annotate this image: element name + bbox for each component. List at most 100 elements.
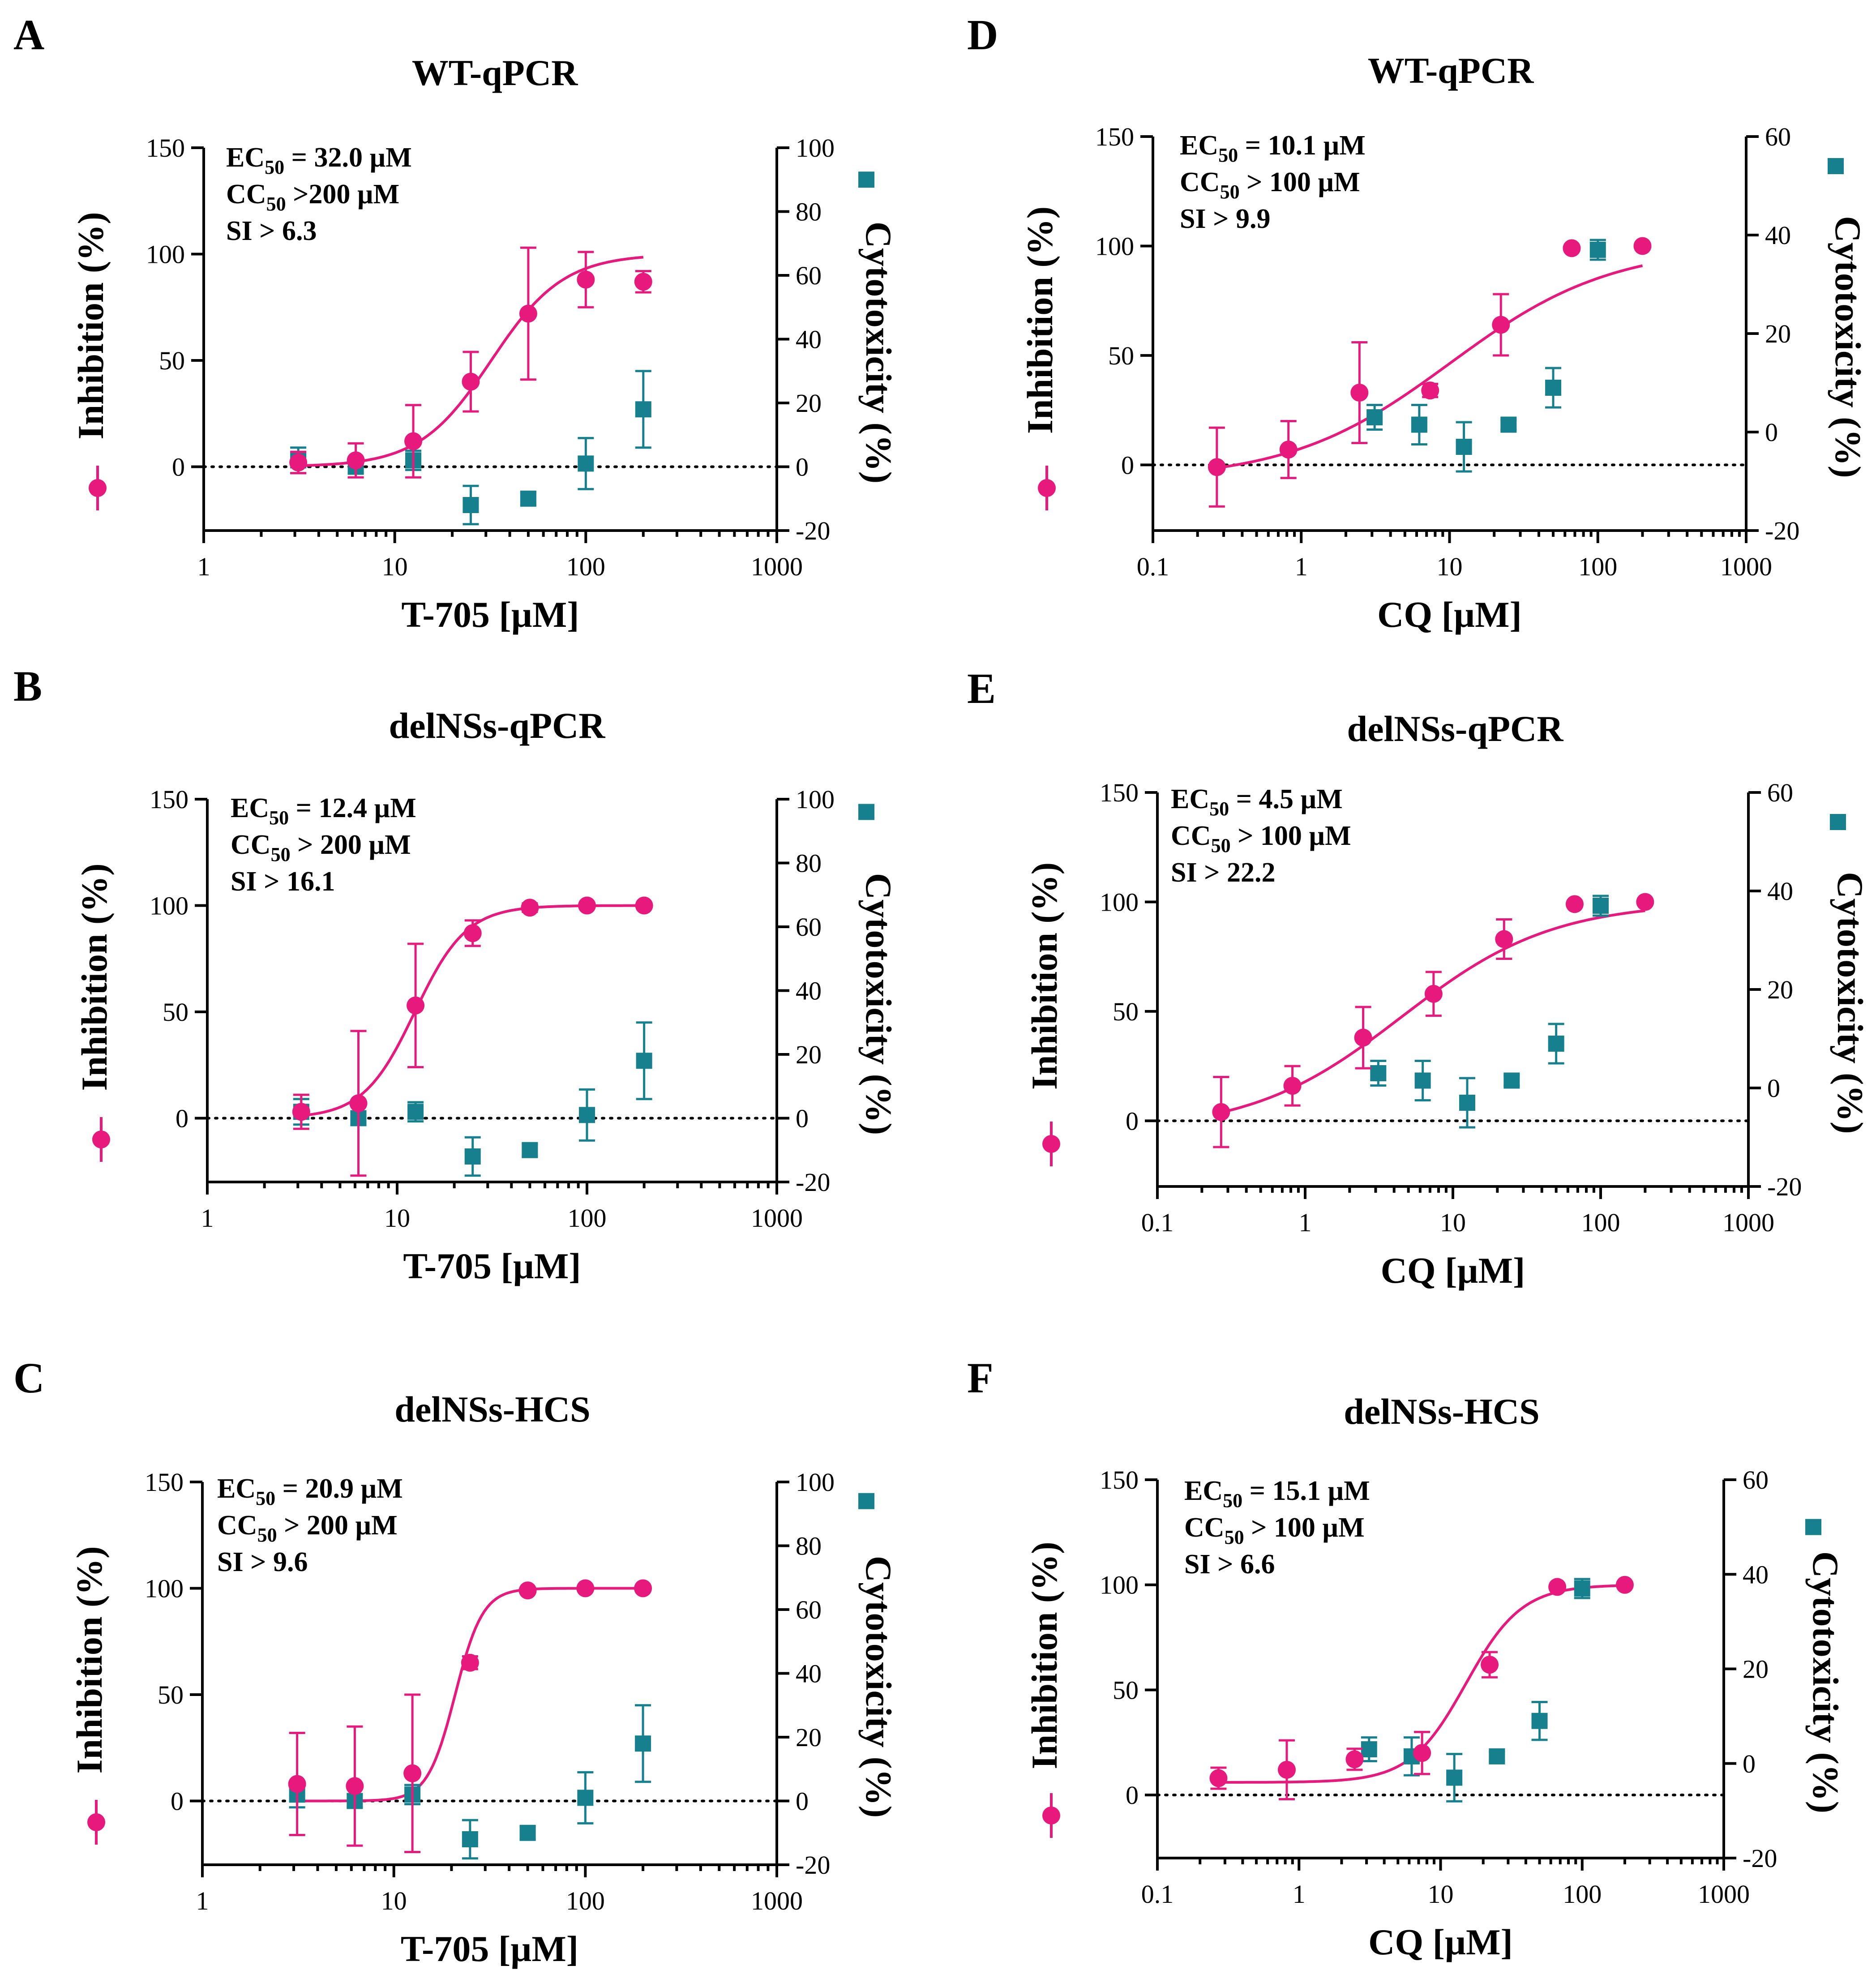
- ec50-value: = 15.1 µM: [1242, 1476, 1370, 1506]
- panel-letter: F: [967, 1354, 994, 1402]
- panel-letter: C: [13, 1354, 44, 1402]
- x-axis-label: CQ [µM]: [1381, 1250, 1525, 1291]
- x-axis-label: CQ [µM]: [1377, 594, 1522, 635]
- x-tick-label: 10: [1440, 1208, 1466, 1237]
- ec50-value: = 10.1 µM: [1238, 130, 1366, 161]
- inhibition-point: [1481, 1656, 1499, 1674]
- x-tick-label: 10: [382, 552, 408, 581]
- left-tick-label: 50: [1108, 341, 1134, 370]
- cytotoxicity-point: [463, 497, 479, 513]
- cc50-annotation: CC50 > 100 µM: [1171, 821, 1351, 856]
- right-tick-label: 60: [1743, 1465, 1769, 1495]
- inhibition-point: [634, 273, 652, 291]
- cytotoxicity-point: [1531, 1713, 1548, 1729]
- right-tick-label: 20: [1767, 975, 1793, 1004]
- ec50-label: EC: [1180, 130, 1218, 161]
- x-axis-label: T-705 [µM]: [403, 1246, 581, 1286]
- cytotoxicity-point: [407, 1104, 424, 1120]
- x-tick-label: 1: [201, 1203, 214, 1233]
- cytotoxicity-point: [1500, 416, 1517, 433]
- cytotoxicity-legend-marker: [1830, 814, 1846, 830]
- left-tick-label: 0: [1126, 1781, 1139, 1810]
- ec50-annotation: EC50 = 32.0 µM: [226, 142, 412, 178]
- right-tick-label: 40: [1743, 1560, 1769, 1589]
- inhibition-point: [1615, 1576, 1634, 1594]
- left-tick-label: 150: [1095, 122, 1134, 151]
- x-tick-label: 10: [1428, 1880, 1454, 1909]
- left-tick-label: 0: [176, 1104, 188, 1133]
- cytotoxicity-point: [635, 1735, 651, 1752]
- cc50-subscript: 50: [1211, 835, 1231, 856]
- left-tick-label: 100: [1095, 231, 1134, 261]
- inhibition-point: [292, 1103, 310, 1121]
- x-tick-label: 1000: [751, 1886, 803, 1915]
- si-annotation: SI > 6.6: [1184, 1549, 1275, 1580]
- inhibition-point: [576, 1579, 595, 1597]
- ec50-label: EC: [226, 142, 265, 173]
- inhibition-point: [519, 304, 537, 323]
- si-annotation: SI > 16.1: [231, 866, 335, 897]
- inhibition-point: [349, 1094, 368, 1113]
- right-y-axis-label: Cytotoxicity (%): [858, 222, 899, 484]
- cytotoxicity-point: [1545, 380, 1562, 396]
- si-annotation: SI > 6.3: [226, 216, 317, 246]
- cytotoxicity-point: [1489, 1748, 1505, 1764]
- inhibition-point: [1208, 458, 1226, 476]
- left-tick-label: 50: [158, 1680, 184, 1709]
- cc50-subscript: 50: [266, 193, 286, 215]
- right-tick-label: 40: [796, 325, 822, 354]
- inhibition-point: [1413, 1744, 1431, 1762]
- left-tick-label: 150: [1100, 1465, 1139, 1495]
- cc50-label: CC: [1184, 1512, 1225, 1543]
- right-tick-label: 60: [1765, 122, 1791, 151]
- cytotoxicity-legend-marker: [858, 171, 874, 188]
- inhibition-point: [1350, 384, 1369, 402]
- inhibition-legend-marker: [1042, 1135, 1060, 1153]
- ec50-subscript: 50: [1209, 798, 1229, 820]
- ec50-value: = 32.0 µM: [284, 142, 412, 173]
- cc50-label: CC: [226, 179, 266, 210]
- inhibition-point: [1563, 239, 1581, 257]
- inhibition-point: [577, 270, 595, 289]
- cytotoxicity-legend-marker: [1805, 1519, 1821, 1535]
- panel-title: delNSs-qPCR: [1347, 708, 1564, 749]
- right-tick-label: 60: [796, 912, 822, 942]
- cc50-subscript: 50: [257, 1524, 277, 1546]
- x-tick-label: 0.1: [1141, 1208, 1174, 1237]
- panel-D: D WT-qPCR 0 50 100 150 -20 0 20 40 60 0.1 1 10 100 1000…: [967, 11, 1868, 635]
- inhibition-point: [1633, 237, 1652, 255]
- si-annotation: SI > 9.9: [1180, 204, 1270, 234]
- cytotoxicity-point: [1574, 1580, 1590, 1597]
- inhibition-point: [289, 454, 308, 471]
- panel-title: delNSs-HCS: [1344, 1391, 1539, 1432]
- right-tick-label: 100: [796, 133, 835, 163]
- inhibition-point: [1209, 1769, 1228, 1787]
- x-tick-label: 1000: [1720, 552, 1772, 581]
- left-tick-label: 100: [1100, 887, 1139, 916]
- cc50-label: CC: [1180, 167, 1220, 197]
- inhibition-point: [1277, 1760, 1296, 1779]
- cc50-value: > 200 µM: [277, 1510, 398, 1541]
- cc50-subscript: 50: [271, 844, 291, 865]
- right-tick-label: 0: [1743, 1749, 1756, 1778]
- right-tick-label: 100: [796, 1468, 835, 1497]
- cc50-label: CC: [217, 1510, 257, 1541]
- cytotoxicity-point: [1459, 1095, 1475, 1111]
- cc50-annotation: CC50 > 100 µM: [1184, 1512, 1365, 1548]
- inhibition-point: [1495, 930, 1513, 948]
- cytotoxicity-point: [464, 1148, 481, 1165]
- right-tick-label: 80: [796, 849, 822, 878]
- x-tick-label: 1: [1299, 1208, 1312, 1237]
- right-tick-label: 20: [796, 389, 822, 418]
- right-tick-label: 0: [1765, 418, 1778, 447]
- inhibition-point: [1212, 1103, 1230, 1121]
- inhibition-point: [288, 1775, 306, 1793]
- x-tick-label: 100: [1563, 1880, 1602, 1909]
- inhibition-point: [1636, 893, 1654, 911]
- cytotoxicity-point: [635, 401, 651, 418]
- inhibition-point: [347, 451, 365, 470]
- inhibition-point: [407, 996, 425, 1015]
- panel-A: A WT-qPCR 0 50 100 150 -20 0 20 40 60 80 100 1 10 100 10…: [13, 11, 899, 635]
